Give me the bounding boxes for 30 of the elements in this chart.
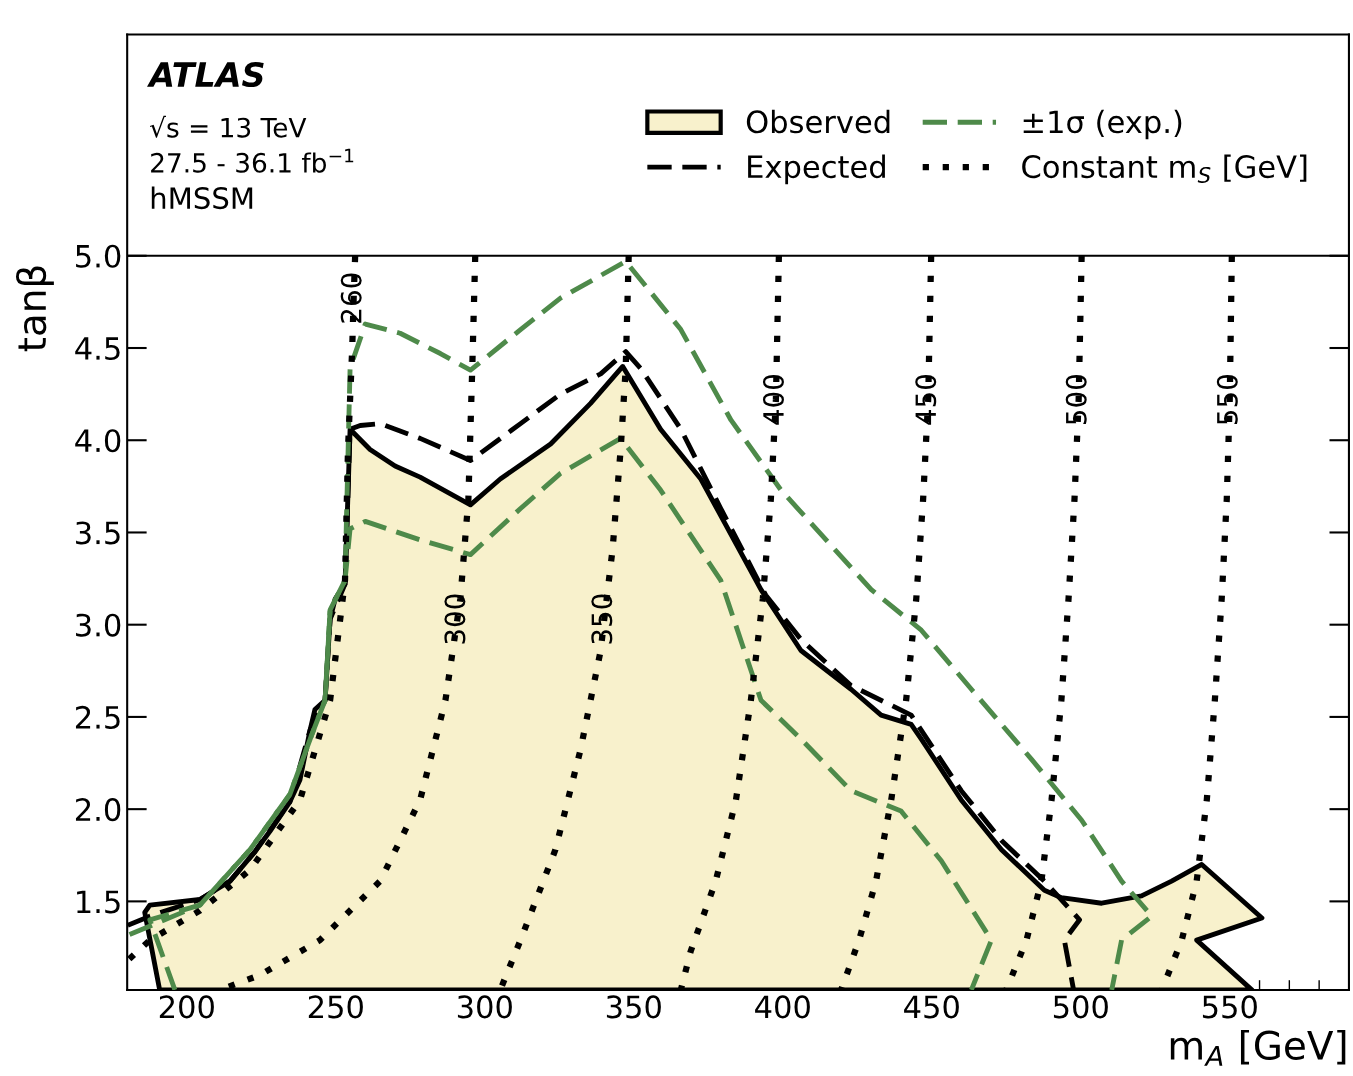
x-tick-label: 300	[457, 995, 512, 1019]
x-tick-label: 350	[606, 995, 661, 1019]
y-axis-title: tanβ	[16, 266, 54, 352]
y-tick-label: 2.5	[75, 705, 120, 729]
legend-label: Observed	[746, 109, 890, 134]
annotation: 260	[340, 273, 362, 323]
x-tick-label: 200	[159, 995, 214, 1019]
x-axis-title: m$_{A}$ [GeV]	[1170, 1029, 1346, 1066]
y-tick-label: 3.5	[76, 521, 120, 545]
x-tick-label: 400	[755, 995, 810, 1019]
annotation: 500	[1065, 374, 1087, 425]
annotation: hMSSM	[151, 186, 253, 210]
annotation: ATLAS	[147, 61, 264, 88]
x-tick-label: 550	[1202, 995, 1257, 1019]
x-tick-label: 250	[308, 995, 363, 1019]
annotation: 27.5 - 36.1 fb$^{−1}$	[151, 148, 354, 173]
y-tick-label: 1.5	[77, 890, 120, 914]
annotation: 550	[1216, 374, 1238, 425]
y-tick-label: 3.0	[76, 613, 121, 637]
legend-label: ±1σ (exp.)	[1023, 109, 1182, 140]
legend-label: Constant m$_{S}$ [GeV]	[1022, 154, 1307, 184]
x-tick-label: 500	[1053, 995, 1108, 1019]
y-tick-label: 5.0	[76, 244, 121, 268]
annotation: 400	[762, 374, 784, 425]
x-tick-label: 450	[904, 995, 959, 1019]
legend-label: Expected	[748, 154, 885, 185]
y-tick-label: 4.5	[75, 337, 120, 361]
annotation: √s = 13 TeV	[149, 115, 307, 138]
y-tick-label: 2.0	[75, 798, 121, 822]
y-tick-label: 4.0	[75, 429, 121, 453]
